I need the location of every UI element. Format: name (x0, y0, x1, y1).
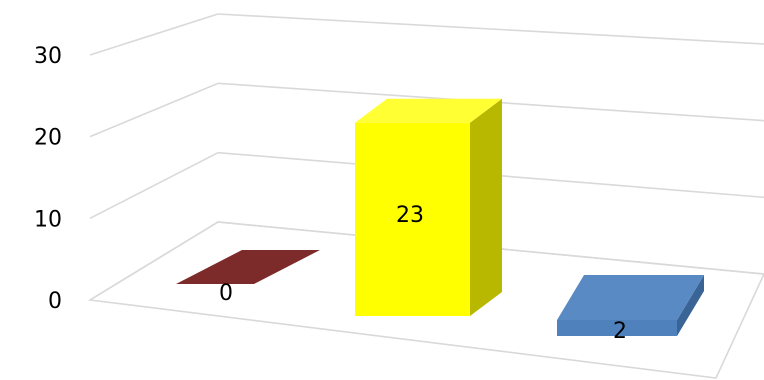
gridline-back-30 (217, 13, 764, 45)
bars (176, 98, 704, 336)
y-tick-label: 0 (48, 289, 62, 314)
bar-front-2 (557, 320, 677, 336)
gridline-side-30 (89, 13, 219, 56)
y-tick-label: 30 (34, 44, 62, 69)
bar-top-1 (355, 98, 502, 123)
gridline-side-10 (89, 151, 219, 220)
bar-side-1 (470, 98, 502, 316)
data-label-1: 23 (396, 203, 424, 228)
y-axis-ticks: 0 10 20 30 (34, 44, 62, 314)
bar-top-0 (176, 250, 320, 284)
chart-floor (87, 221, 764, 379)
data-label-2: 2 (613, 319, 627, 344)
gridline-side-20 (89, 82, 219, 138)
bar-side-2 (677, 275, 704, 336)
data-labels: 0 23 2 (219, 203, 627, 344)
y-tick-label: 10 (34, 207, 62, 232)
bar-front-1 (355, 122, 470, 316)
bar-top-2 (557, 275, 704, 320)
floor-outline (87, 221, 764, 379)
y-tick-label: 20 (34, 126, 62, 151)
data-label-0: 0 (219, 281, 233, 306)
